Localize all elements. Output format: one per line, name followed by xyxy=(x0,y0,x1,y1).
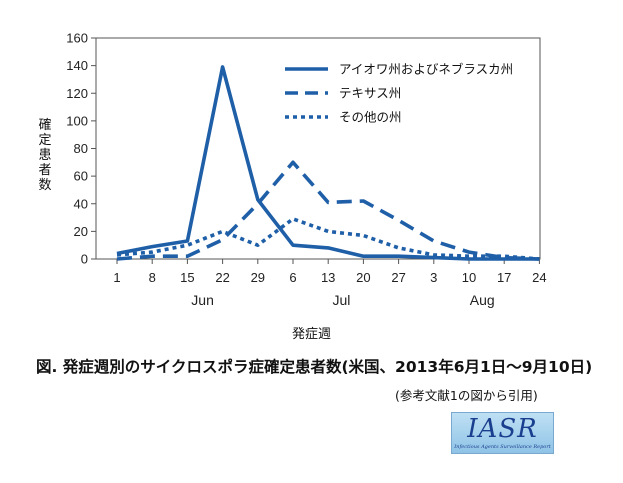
logo-main-text: IASR xyxy=(467,414,538,444)
x-tick-label: 15 xyxy=(180,270,194,285)
x-tick-label: 10 xyxy=(462,270,476,285)
x-tick-label: 17 xyxy=(497,270,511,285)
y-axis-ticks: 0 20 40 60 80 100 120 140 160 xyxy=(66,31,96,267)
y-tick-label: 140 xyxy=(66,58,88,73)
month-labels: Jun Jul Aug xyxy=(191,292,494,308)
x-tick-label: 27 xyxy=(391,270,405,285)
x-tick-label: 20 xyxy=(356,270,370,285)
y-tick-label: 100 xyxy=(66,113,88,128)
x-tick-label: 3 xyxy=(430,270,437,285)
x-tick-label: 6 xyxy=(289,270,296,285)
legend-label: アイオワ州およびネブラスカ州 xyxy=(339,62,513,77)
y-tick-label: 0 xyxy=(81,252,88,267)
y-tick-label: 80 xyxy=(74,141,88,156)
y-tick-label: 20 xyxy=(74,224,88,239)
y-axis-label-text: 確 定 患 者 数 xyxy=(38,118,52,193)
y-axis-label: 確 定 患 者 数 xyxy=(36,118,54,193)
x-tick-label: 22 xyxy=(215,270,229,285)
series-line-1 xyxy=(116,65,540,261)
month-label: Jul xyxy=(332,292,350,308)
y-tick-label: 160 xyxy=(66,31,88,46)
x-axis-ticks: 1 8 15 22 29 6 13 20 27 3 10 17 24 xyxy=(113,259,547,285)
x-axis-label: 発症週 xyxy=(291,327,331,342)
x-tick-label: 8 xyxy=(149,270,156,285)
x-tick-label: 1 xyxy=(113,270,120,285)
source-note: (参考文献1の図から引用) xyxy=(395,388,538,403)
month-label: Aug xyxy=(470,292,495,308)
x-tick-label: 13 xyxy=(321,270,335,285)
y-tick-label: 120 xyxy=(66,86,88,101)
y-tick-label: 60 xyxy=(74,169,88,184)
legend-label: その他の州 xyxy=(339,110,402,125)
series-line-3 xyxy=(116,217,540,261)
x-tick-label: 29 xyxy=(251,270,265,285)
y-tick-label: 40 xyxy=(74,196,88,211)
figure-caption: 図. 発症週別のサイクロスポラ症確定患者数(米国、2013年6月1日〜9月10日… xyxy=(36,358,593,376)
series-lines xyxy=(116,65,540,261)
iasr-logo: IASR Infectious Agents Surveillance Repo… xyxy=(451,412,554,454)
logo-sub-text: Infectious Agents Surveillance Report xyxy=(454,444,551,450)
month-label: Jun xyxy=(191,292,214,308)
x-tick-label: 24 xyxy=(532,270,546,285)
legend-label: テキサス州 xyxy=(339,86,401,101)
series-line-2 xyxy=(116,160,540,261)
